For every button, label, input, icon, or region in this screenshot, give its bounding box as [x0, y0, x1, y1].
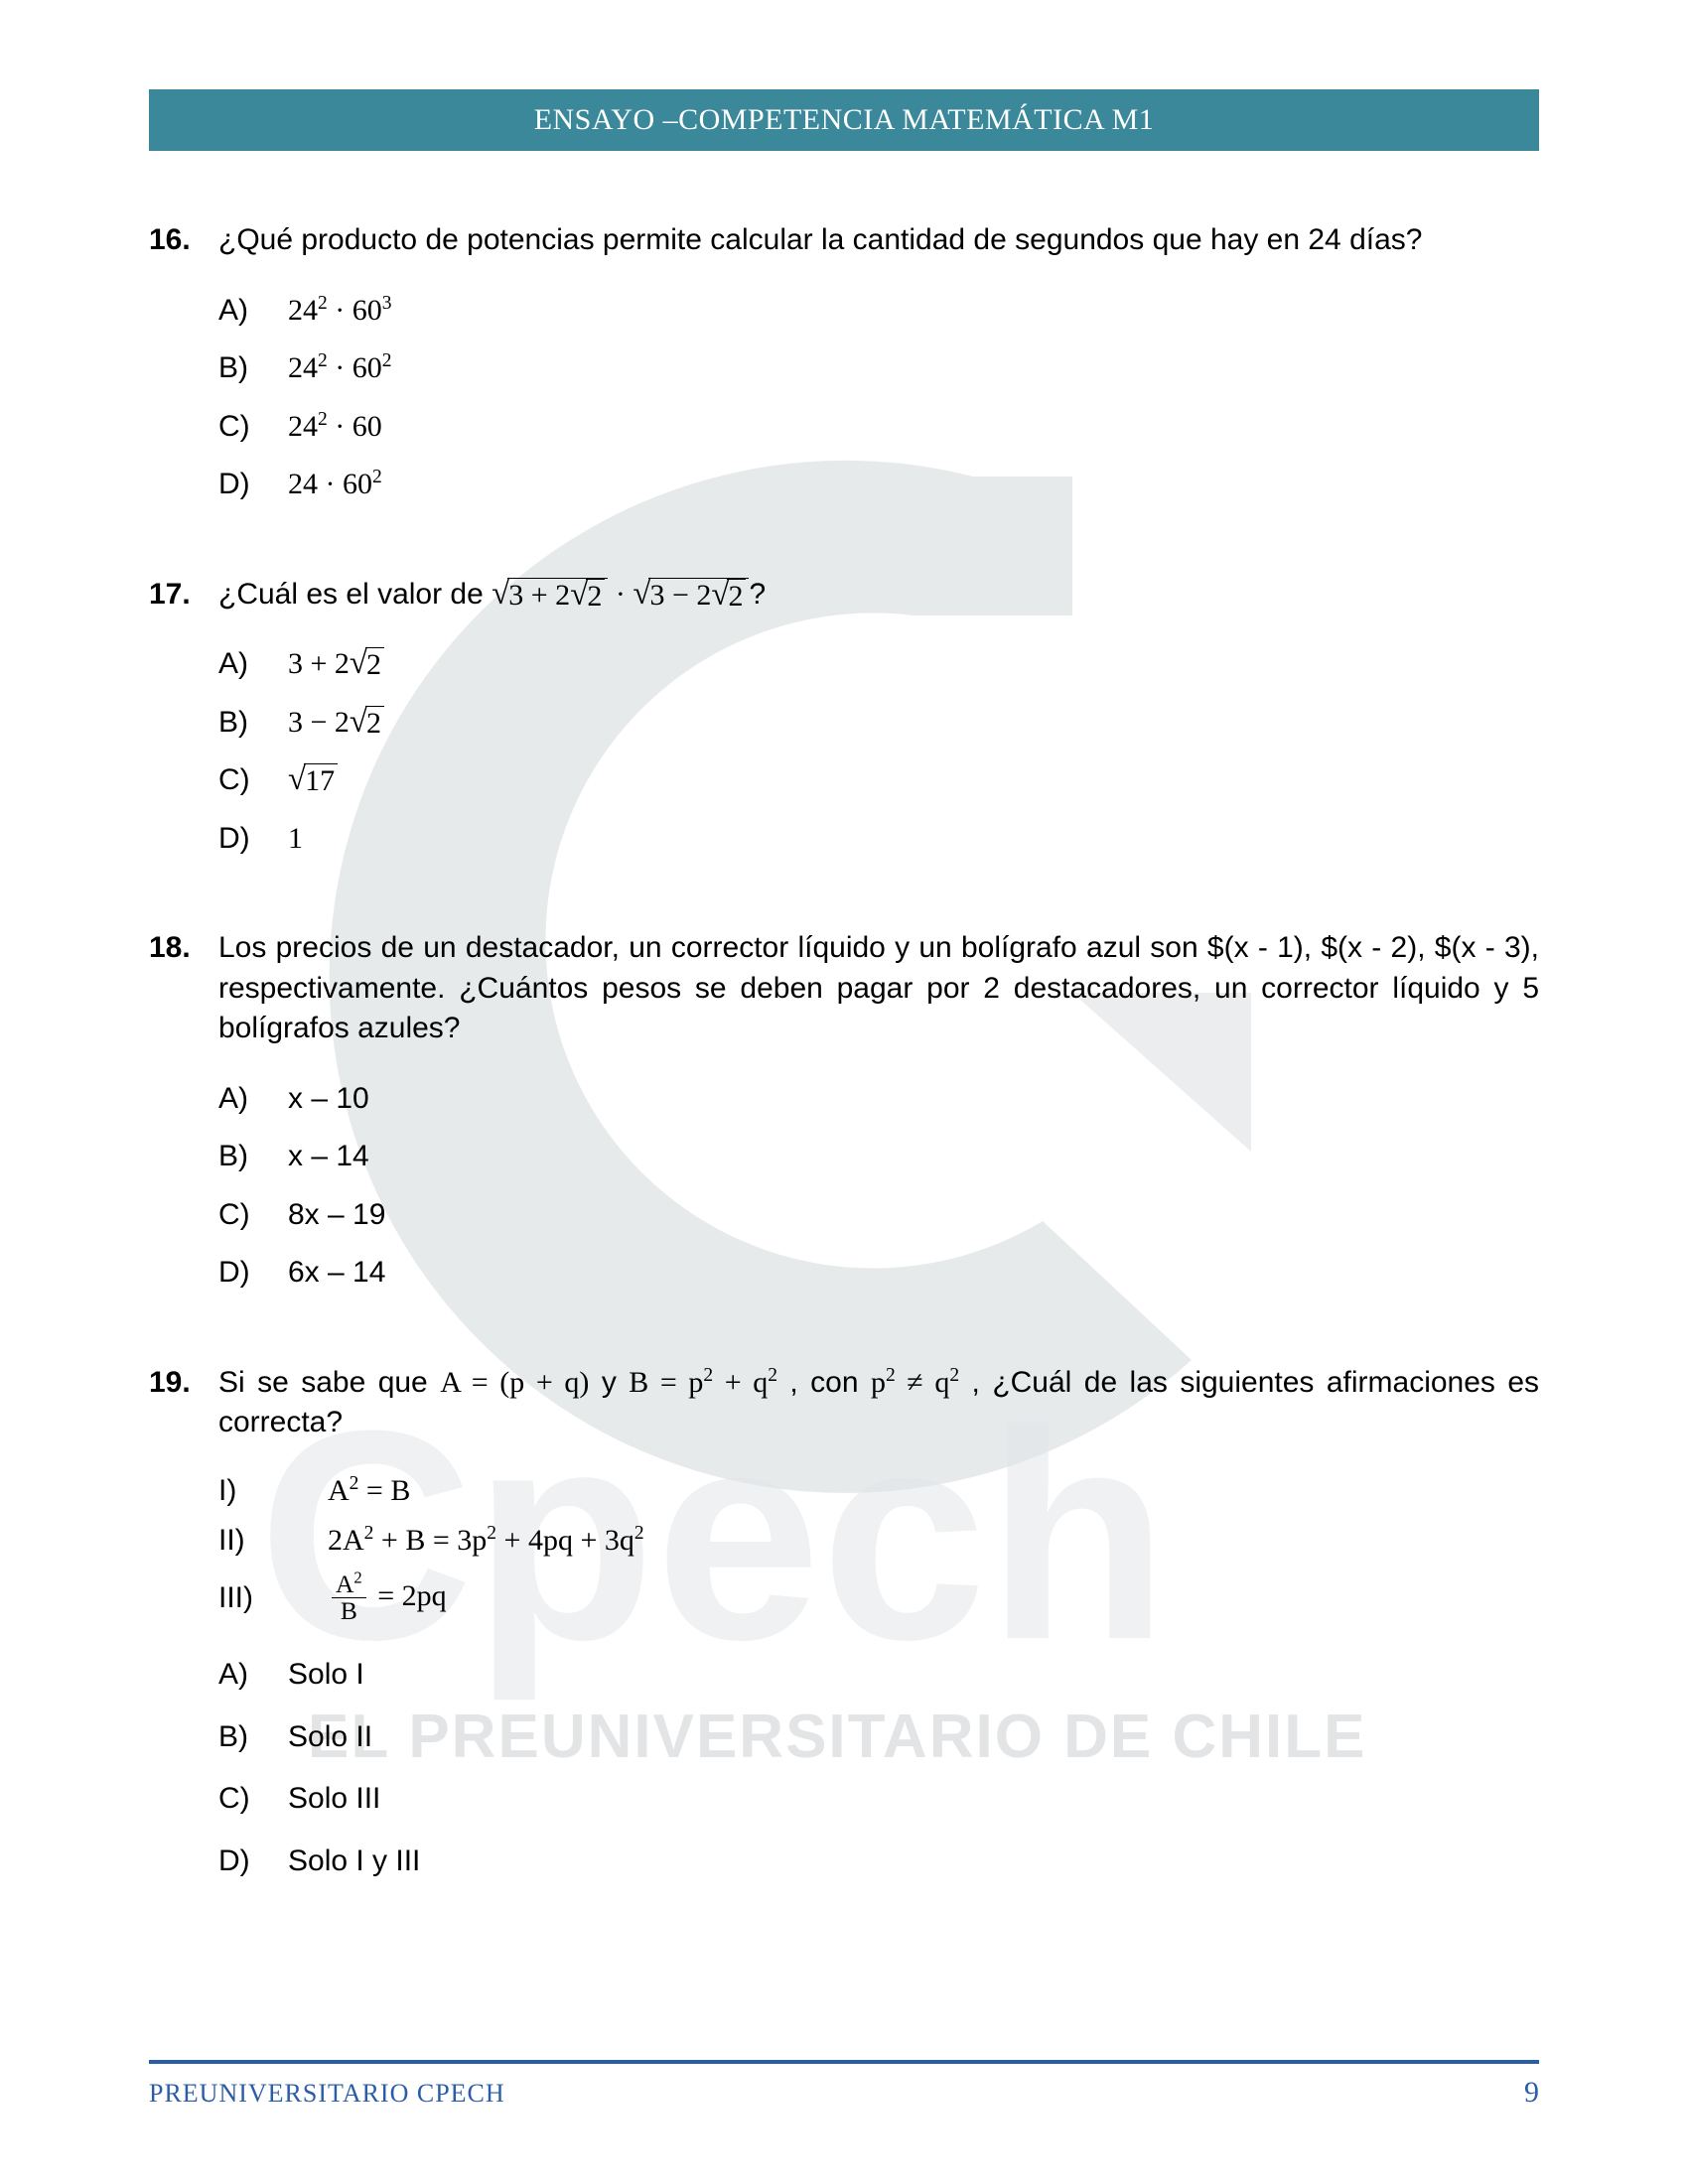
page-footer: PREUNIVERSITARIO CPECH 9 — [149, 2060, 1539, 2110]
option: B)Solo II — [218, 1717, 1539, 1758]
option-label: A) — [218, 1079, 288, 1120]
option-label: B) — [218, 1717, 288, 1758]
option-body: 1 — [288, 819, 1539, 860]
option: A)3 + 2√2 — [218, 644, 1539, 685]
footer-divider — [149, 2060, 1539, 2064]
question-text: ¿Cuál es el valor de √3 + 2√2 · √3 − 2√2… — [218, 575, 1539, 615]
option: C)8x – 19 — [218, 1195, 1539, 1236]
option-label: C) — [218, 1195, 288, 1236]
header-title: ENSAYO –COMPETENCIA MATEMÁTICA M1 — [534, 103, 1155, 136]
option: D)1 — [218, 819, 1539, 860]
page: Cpech EL PREUNIVERSITARIO DE CHILE ENSAY… — [0, 0, 1688, 2184]
option-body: 242 · 603 — [288, 291, 1539, 332]
option-label: C) — [218, 407, 288, 448]
footer-text: PREUNIVERSITARIO CPECH — [149, 2079, 505, 2109]
statement-body: A2 = B — [328, 1471, 410, 1512]
option-label: D) — [218, 465, 288, 505]
option-body: x – 10 — [288, 1079, 1539, 1120]
option-label: A) — [218, 291, 288, 332]
option: D)24 · 602 — [218, 465, 1539, 505]
statement-body: A2B = 2pq — [328, 1571, 447, 1626]
options-list: A)x – 10B)x – 14C)8x – 19D)6x – 14 — [149, 1079, 1539, 1294]
option-body: √17 — [288, 760, 1539, 801]
question-18: 18. Los precios de un destacador, un cor… — [149, 928, 1539, 1294]
option-body: Solo II — [288, 1717, 1539, 1758]
options-list: A)Solo IB)Solo IIC)Solo IIID)Solo I y II… — [149, 1655, 1539, 1881]
page-number: 9 — [1524, 2076, 1539, 2110]
option-body: 242 · 60 — [288, 407, 1539, 448]
statement: I)A2 = B — [218, 1471, 1539, 1512]
option: B)x – 14 — [218, 1137, 1539, 1177]
statement-label: III) — [218, 1578, 328, 1619]
option-body: 3 + 2√2 — [288, 644, 1539, 685]
option-body: Solo I — [288, 1655, 1539, 1696]
option: A)x – 10 — [218, 1079, 1539, 1120]
option: A)Solo I — [218, 1655, 1539, 1696]
option-label: D) — [218, 819, 288, 860]
option-label: B) — [218, 703, 288, 744]
option-label: B) — [218, 348, 288, 389]
option: B)242 · 602 — [218, 348, 1539, 389]
option: C)Solo III — [218, 1779, 1539, 1820]
header-bar: ENSAYO –COMPETENCIA MATEMÁTICA M1 — [149, 89, 1539, 151]
option-body: 3 − 2√2 — [288, 703, 1539, 744]
option-body: Solo III — [288, 1779, 1539, 1820]
option: B)3 − 2√2 — [218, 703, 1539, 744]
option-label: C) — [218, 1779, 288, 1820]
text-suffix: ? — [749, 578, 766, 611]
option: C)242 · 60 — [218, 407, 1539, 448]
math-expr: √3 + 2√2 · √3 − 2√2 — [492, 578, 749, 611]
option-body: 242 · 602 — [288, 348, 1539, 389]
question-number: 17. — [149, 575, 218, 615]
statement: III)A2B = 2pq — [218, 1571, 1539, 1626]
content-area: 16. ¿Qué producto de potencias permite c… — [149, 151, 1539, 1881]
option-body: 24 · 602 — [288, 465, 1539, 505]
options-list: A)242 · 603B)242 · 602C)242 · 60D)24 · 6… — [149, 291, 1539, 505]
statements-list: I)A2 = BII)2A2 + B = 3p2 + 4pq + 3q2III)… — [149, 1471, 1539, 1626]
statement: II)2A2 + B = 3p2 + 4pq + 3q2 — [218, 1521, 1539, 1562]
question-text: Si se sabe que A = (p + q) y B = p2 + q2… — [218, 1363, 1539, 1443]
question-17: 17. ¿Cuál es el valor de √3 + 2√2 · √3 −… — [149, 575, 1539, 860]
option-label: D) — [218, 1842, 288, 1882]
option-body: 6x – 14 — [288, 1253, 1539, 1294]
option: A)242 · 603 — [218, 291, 1539, 332]
question-number: 18. — [149, 928, 218, 969]
question-text: ¿Qué producto de potencias permite calcu… — [218, 220, 1539, 261]
statement-label: II) — [218, 1521, 328, 1562]
question-19: 19. Si se sabe que A = (p + q) y B = p2 … — [149, 1363, 1539, 1882]
option-label: A) — [218, 1655, 288, 1696]
option: D)Solo I y III — [218, 1842, 1539, 1882]
question-number: 16. — [149, 220, 218, 261]
options-list: A)3 + 2√2B)3 − 2√2C)√17D)1 — [149, 644, 1539, 859]
option-label: A) — [218, 644, 288, 685]
question-16: 16. ¿Qué producto de potencias permite c… — [149, 220, 1539, 505]
option: C)√17 — [218, 760, 1539, 801]
option-body: Solo I y III — [288, 1842, 1539, 1882]
option-body: 8x – 19 — [288, 1195, 1539, 1236]
text-prefix: ¿Cuál es el valor de — [218, 578, 492, 611]
option-label: D) — [218, 1253, 288, 1294]
option-label: C) — [218, 760, 288, 801]
option: D)6x – 14 — [218, 1253, 1539, 1294]
statement-label: I) — [218, 1471, 328, 1512]
question-number: 19. — [149, 1363, 218, 1404]
question-text: Los precios de un destacador, un correct… — [218, 928, 1539, 1049]
option-label: B) — [218, 1137, 288, 1177]
statement-body: 2A2 + B = 3p2 + 4pq + 3q2 — [328, 1521, 644, 1562]
option-body: x – 14 — [288, 1137, 1539, 1177]
